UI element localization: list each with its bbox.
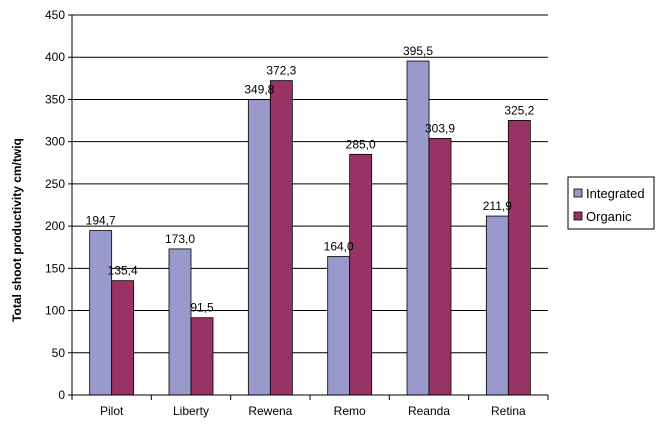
bar-integrated-reanda [406, 60, 430, 396]
x-tick-label-retina: Retina [491, 404, 526, 418]
y-tick-label: 250 [45, 177, 65, 191]
bar-integrated-rewena [247, 99, 271, 396]
data-labels: 194,7 135,4 173,0 91,5 349,8 372,3 164,0 285,0 3… [86, 44, 535, 315]
legend-swatch-organic [573, 211, 583, 221]
bar-organic-reanda [428, 137, 452, 396]
data-label: 164,0 [324, 240, 354, 254]
y-tick-label: 50 [52, 346, 66, 360]
y-tick-label: 300 [45, 135, 65, 149]
y-tick-label: 150 [45, 261, 65, 275]
y-tick-label: 0 [58, 388, 65, 402]
y-axis-title: Total shoot productivity cm/twiq [10, 138, 24, 322]
data-label: 349,8 [244, 83, 274, 97]
bar-integrated-retina [485, 215, 509, 396]
data-label: 303,9 [425, 121, 455, 135]
legend: Integrated Organic [567, 176, 655, 230]
bar-organic-remo [349, 153, 373, 396]
x-tick-label-remo: Remo [334, 404, 366, 418]
y-tick-label: 400 [45, 50, 65, 64]
data-label: 372,3 [266, 64, 296, 78]
data-label: 194,7 [86, 214, 116, 228]
bars [89, 60, 531, 396]
data-label: 395,5 [403, 44, 433, 58]
x-tick-label-pilot: Pilot [100, 404, 124, 418]
y-tick-label: 100 [45, 304, 65, 318]
data-label: 325,2 [504, 103, 534, 117]
data-label: 285,0 [346, 137, 376, 151]
data-label: 135,4 [108, 264, 138, 278]
y-tick-label: 350 [45, 92, 65, 106]
bar-organic-pilot [111, 280, 135, 396]
bar-integrated-pilot [89, 230, 113, 396]
legend-swatch-integrated [573, 188, 583, 198]
data-label: 91,5 [190, 301, 214, 315]
bar-integrated-liberty [168, 248, 192, 396]
x-tick-label-rewena: Rewena [248, 404, 292, 418]
bar-organic-rewena [269, 80, 293, 396]
data-label: 173,0 [165, 232, 195, 246]
legend-label-organic: Organic [586, 209, 632, 224]
x-tick-label-liberty: Liberty [173, 404, 209, 418]
axes: 0 50 100 150 200 250 300 350 400 450 Pilot Liberty R… [45, 8, 549, 418]
bar-integrated-remo [327, 256, 351, 396]
x-tick-label-reanda: Reanda [408, 404, 450, 418]
legend-label-integrated: Integrated [586, 186, 645, 201]
gridlines [72, 14, 548, 354]
y-tick-label: 450 [45, 8, 65, 22]
bar-organic-liberty [190, 317, 214, 396]
y-tick-label: 200 [45, 219, 65, 233]
data-label: 211,9 [483, 199, 512, 213]
bar-organic-retina [507, 119, 531, 396]
